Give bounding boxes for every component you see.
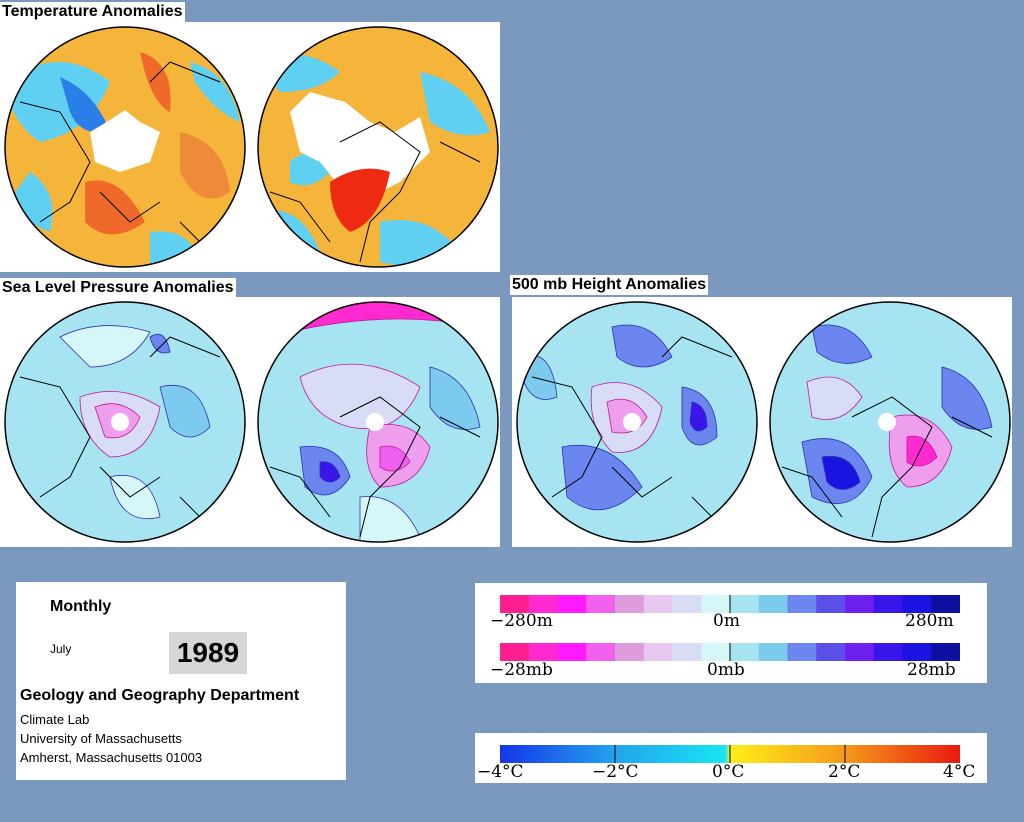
year-label: 1989: [169, 632, 247, 674]
scale-swatch: [672, 595, 702, 613]
scale-swatch: [701, 595, 731, 613]
pressure-zero-label: 0mb: [707, 660, 745, 680]
scale-swatch: [643, 643, 673, 661]
scale-swatch: [528, 643, 558, 661]
pressure-min-label: −28mb: [490, 660, 553, 680]
slp-globe-2: [258, 302, 498, 542]
pressure-max-label: 28mb: [907, 660, 956, 680]
scale-swatch: [902, 595, 932, 613]
slp-globe-1: [5, 302, 245, 542]
scale-swatch: [615, 595, 645, 613]
scale-swatch: [816, 643, 846, 661]
height500-globe-2: [770, 302, 1010, 542]
scale-swatch: [615, 643, 645, 661]
scale-swatch: [586, 643, 616, 661]
scale-swatch: [931, 643, 960, 661]
period-label: Monthly: [50, 598, 112, 615]
scale-swatch: [845, 595, 875, 613]
scale-swatch: [873, 643, 903, 661]
info-box: Monthly July 1989 Geology and Geography …: [16, 582, 346, 780]
temperature-map-panel: [0, 22, 500, 272]
scale-swatch: [557, 643, 587, 661]
temp-label-4: 4°C: [943, 762, 976, 782]
scale-swatch: [672, 643, 702, 661]
scale-swatch: [701, 643, 731, 661]
address-line: Amherst, Massachusetts 01003: [20, 750, 203, 765]
height-color-scale: [500, 595, 960, 613]
temperature-title: Temperature Anomalies: [0, 2, 185, 22]
height500-title: 500 mb Height Anomalies: [510, 275, 709, 295]
scale-swatch: [557, 595, 587, 613]
scale-swatch: [758, 643, 788, 661]
scale-swatch: [787, 643, 817, 661]
scale-swatch: [931, 595, 960, 613]
scale-swatch: [758, 595, 788, 613]
slp-map-panel: [0, 297, 500, 547]
temp-label-0: 0°C: [712, 762, 745, 782]
height500-globe-1: [517, 302, 757, 542]
height-pressure-legend: −280m 0m 280m −28mb 0mb 28mb: [475, 583, 987, 683]
scale-swatch: [500, 595, 530, 613]
scale-swatch: [873, 595, 903, 613]
lab-line: Climate Lab: [20, 712, 90, 727]
department-label: Geology and Geography Department: [20, 687, 300, 704]
scale-swatch: [816, 595, 846, 613]
scale-swatch: [643, 595, 673, 613]
slp-title: Sea Level Pressure Anomalies: [0, 278, 236, 298]
university-line: University of Massachusetts: [20, 731, 182, 746]
scale-swatch: [730, 595, 760, 613]
height500-map-panel: [512, 297, 1012, 547]
temperature-legend: −4°C −2°C 0°C 2°C 4°C: [475, 733, 987, 783]
scale-swatch: [586, 595, 616, 613]
height-min-label: −280m: [490, 611, 553, 631]
temp-label-2: 2°C: [828, 762, 861, 782]
scale-swatch: [902, 643, 932, 661]
pressure-color-scale: [500, 643, 960, 661]
scale-swatch: [845, 643, 875, 661]
scale-swatch: [500, 643, 530, 661]
temperature-color-scale: [500, 745, 960, 763]
temp-label-neg4: −4°C: [477, 762, 524, 782]
height-max-label: 280m: [905, 611, 954, 631]
scale-swatch: [730, 643, 760, 661]
temp-label-neg2: −2°C: [592, 762, 639, 782]
temperature-globe-1: [5, 27, 245, 267]
month-label: July: [50, 642, 72, 656]
height-zero-label: 0m: [713, 611, 740, 631]
scale-swatch: [787, 595, 817, 613]
scale-swatch: [528, 595, 558, 613]
temperature-globe-2: [258, 27, 498, 267]
